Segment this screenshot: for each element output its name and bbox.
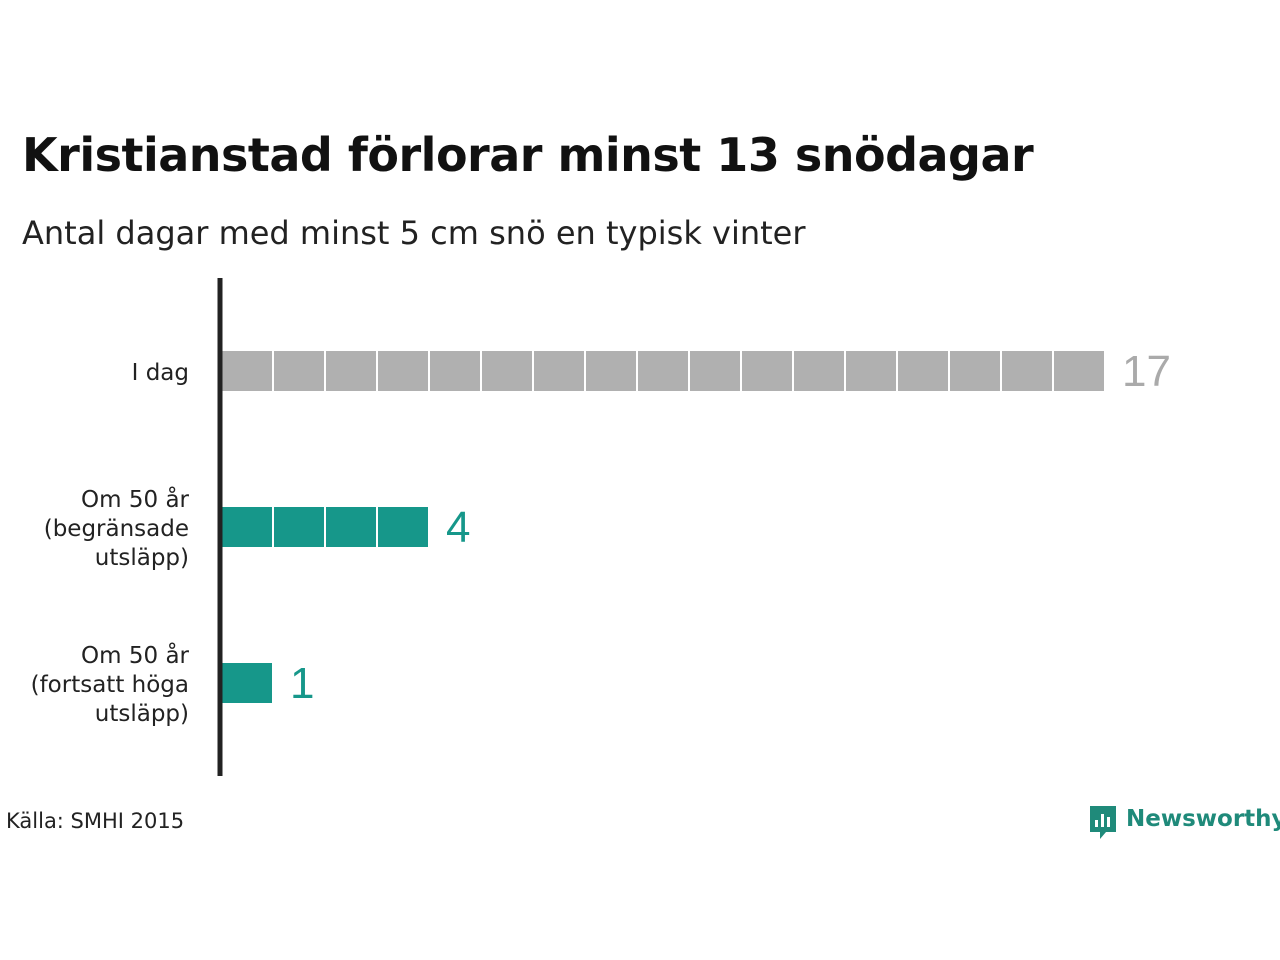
bar-block	[1054, 351, 1104, 391]
chart-subtitle: Antal dagar med minst 5 cm snö en typisk…	[22, 214, 806, 252]
bar-block	[586, 351, 636, 391]
chart-title: Kristianstad förlorar minst 13 snödagar	[22, 128, 1034, 182]
newsworthy-logo: Newsworthy	[1088, 804, 1280, 840]
category-label: utsläpp)	[95, 701, 189, 727]
bar-block	[274, 507, 324, 547]
category-label: Om 50 år	[81, 485, 189, 513]
category-label: (begränsade	[44, 516, 189, 542]
value-label: 17	[1122, 347, 1171, 396]
newsworthy-chart-bubble-icon	[1090, 806, 1116, 839]
bar-block	[1002, 351, 1052, 391]
bar-block	[326, 507, 376, 547]
bar-block	[690, 351, 740, 391]
bar-block	[222, 351, 272, 391]
bar-block	[222, 507, 272, 547]
bar-block	[482, 351, 532, 391]
bar-block	[846, 351, 896, 391]
bar-block	[742, 351, 792, 391]
bar-block	[534, 351, 584, 391]
bar-block	[378, 351, 428, 391]
category-label: utsläpp)	[95, 545, 189, 571]
bar-block	[430, 351, 480, 391]
category-label: (fortsatt höga	[31, 672, 189, 698]
bar-block	[378, 507, 428, 547]
category-label: Om 50 år	[81, 641, 189, 669]
bar-block	[898, 351, 948, 391]
bar-block	[222, 663, 272, 703]
source-note: Källa: SMHI 2015	[6, 809, 185, 833]
logo-text: Newsworthy	[1126, 806, 1280, 832]
value-label: 4	[446, 503, 470, 552]
bar-block	[794, 351, 844, 391]
bar-block	[950, 351, 1000, 391]
bar-block	[326, 351, 376, 391]
bar-block	[638, 351, 688, 391]
bar-block	[274, 351, 324, 391]
category-label: I dag	[132, 360, 189, 386]
value-label: 1	[290, 659, 314, 708]
